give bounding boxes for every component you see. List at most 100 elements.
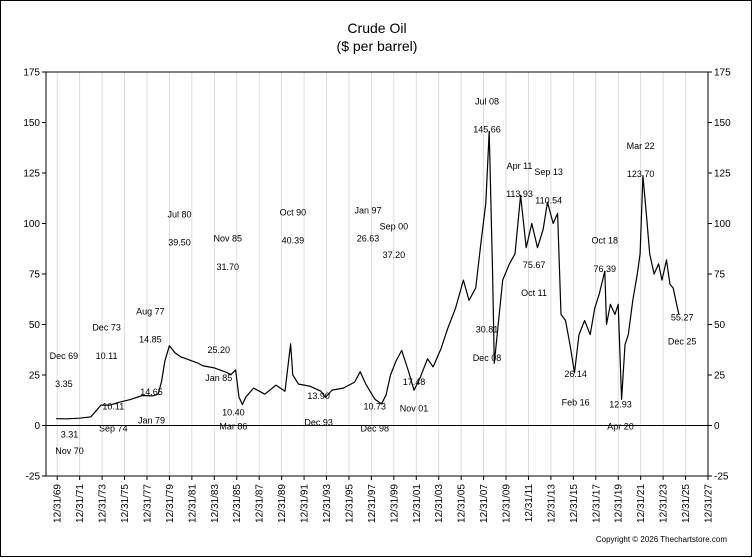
y-tick-label: 100 [714, 219, 731, 230]
annotation-value: 3.31 [61, 430, 79, 440]
annotation-value: 12.93 [609, 399, 632, 409]
annotation-date: Jan 85 [205, 373, 232, 383]
y-tick-label: -25 [714, 472, 729, 483]
x-tick-label: 12/31/23 [659, 484, 670, 523]
y-tick-label: 0 [714, 421, 720, 432]
y-tick-label: 175 [714, 68, 731, 79]
y-tick-label: 0 [34, 421, 40, 432]
annotation-date: Oct 18 [592, 236, 619, 246]
annotation-date: Feb 16 [562, 397, 590, 407]
y-tick-label: 50 [714, 320, 726, 331]
annotation-date: Dec 73 [92, 323, 121, 333]
chart-title: Crude Oil [347, 20, 406, 36]
y-tick-label: 150 [714, 118, 731, 129]
annotation-value: 13.90 [307, 391, 330, 401]
annotation-date: Sep 74 [99, 424, 128, 434]
annotation-date: Nov 70 [55, 446, 84, 456]
annotation-value: 10.40 [222, 407, 245, 417]
annotation-value: 10.73 [363, 401, 386, 411]
y-tick-label: 100 [23, 219, 40, 230]
annotation-value: 26.63 [357, 234, 380, 244]
annotation-date: Jul 80 [168, 209, 192, 219]
annotation-date: Jan 97 [355, 205, 382, 215]
annotation-date: Dec 93 [304, 418, 333, 428]
x-tick-label: 12/31/91 [300, 484, 311, 523]
x-tick-label: 12/31/93 [322, 484, 333, 523]
x-tick-label: 12/31/79 [165, 484, 176, 523]
y-tick-label: 75 [714, 270, 726, 281]
x-tick-label: 12/31/97 [367, 484, 378, 523]
annotation-value: 25.20 [208, 345, 231, 355]
x-tick-label: 12/31/05 [457, 484, 468, 523]
annotation-value: 26.14 [564, 369, 587, 379]
annotation-date: Sep 00 [380, 222, 409, 232]
y-tick-label: 175 [23, 68, 40, 79]
x-tick-label: 12/31/99 [389, 484, 400, 523]
x-tick-label: 12/31/25 [681, 484, 692, 523]
annotation-date: Dec 69 [50, 351, 79, 361]
copyright-text: Copyright © 2026 Thechartstore.com [596, 535, 727, 544]
crude-oil-price-line [56, 130, 680, 420]
x-tick-label: 12/31/85 [232, 484, 243, 523]
annotation-value: 55.27 [671, 312, 694, 322]
annotation-value: 30.81 [476, 325, 499, 335]
annotation-value: 113.93 [506, 189, 533, 199]
x-tick-label: 12/31/07 [479, 484, 490, 523]
y-axis-right: -25 0 25 50 75 100 125 150 175 [708, 68, 731, 483]
x-tick-label: 12/31/19 [614, 484, 625, 523]
annotation-date: Oct 11 [521, 288, 547, 298]
annotation-value: 10.11 [96, 351, 118, 361]
y-tick-label: -25 [26, 472, 41, 483]
annotation-value: 14.85 [139, 335, 162, 345]
x-tick-label: 12/31/71 [75, 484, 86, 523]
annotation-value: 10.11 [102, 401, 124, 411]
x-tick-label: 12/31/73 [98, 484, 109, 523]
y-axis-left: -25 0 25 50 75 100 125 150 175 [23, 68, 46, 483]
y-tick-label: 75 [29, 270, 41, 281]
annotation-date: Apr 11 [507, 161, 533, 171]
annotation-date: Jan 79 [138, 415, 165, 425]
annotation-date: Jul 08 [475, 96, 499, 106]
x-tick-label: 12/31/11 [524, 484, 535, 523]
x-axis: 12/31/69 12/31/71 12/31/73 12/31/75 12/31/77… [53, 476, 715, 523]
annotation-value: 76.39 [594, 264, 617, 274]
y-tick-label: 125 [23, 169, 40, 180]
y-tick-label: 150 [23, 118, 40, 129]
chart-subtitle: ($ per barrel) [337, 38, 418, 54]
y-tick-label: 25 [29, 371, 41, 382]
x-tick-label: 12/31/01 [412, 484, 423, 523]
annotation-date: Mar 86 [219, 422, 247, 432]
x-tick-label: 12/31/81 [187, 484, 198, 523]
x-tick-label: 12/31/95 [344, 484, 355, 523]
annotation-date: Sep 13 [534, 167, 563, 177]
annotation-date: Apr 20 [607, 422, 634, 432]
annotation-value: 75.67 [523, 260, 546, 270]
annotation-value: 17.48 [403, 377, 426, 387]
x-tick-label: 12/31/69 [53, 484, 64, 523]
annotation-value: 39.50 [168, 238, 191, 248]
annotation-date: Dec 08 [473, 353, 502, 363]
x-tick-label: 12/31/03 [434, 484, 445, 523]
x-tick-label: 12/31/87 [255, 484, 266, 523]
annotation-date: Nov 85 [214, 234, 243, 244]
vertical-gridlines [56, 72, 709, 476]
annotation-value: 40.39 [282, 236, 305, 246]
annotation-value: 37.20 [383, 250, 406, 260]
x-tick-label: 12/31/89 [277, 484, 288, 523]
annotation-value: 110.54 [535, 195, 562, 205]
annotation-value: 123.70 [627, 169, 655, 179]
x-tick-label: 12/31/27 [704, 484, 715, 523]
annotation-date: Nov 01 [400, 403, 429, 413]
x-tick-label: 12/31/21 [636, 484, 647, 523]
annotation-date: Mar 22 [627, 141, 655, 151]
x-tick-label: 12/31/83 [210, 484, 221, 523]
y-tick-label: 25 [714, 371, 726, 382]
annotation-date: Dec 25 [668, 337, 697, 347]
annotation-value: 31.70 [217, 262, 240, 272]
x-tick-label: 12/31/77 [142, 484, 153, 523]
annotation-value: 3.35 [55, 379, 73, 389]
annotation-value: 14.65 [140, 387, 163, 397]
annotation-date: Aug 77 [136, 306, 165, 316]
